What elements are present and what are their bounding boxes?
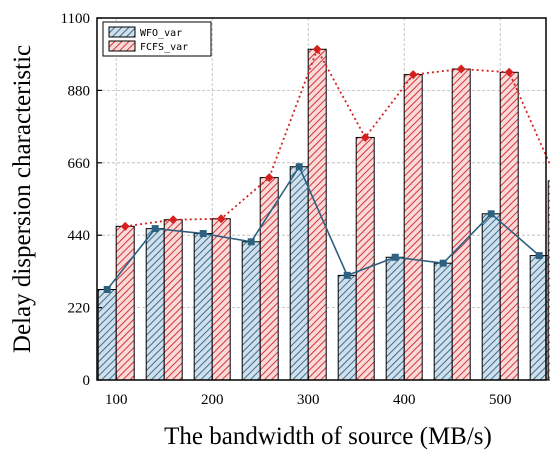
x-tick-label: 500 — [489, 392, 512, 408]
ticks: 0 220 440 660 880 1100 100 200 300 400 500 — [61, 11, 512, 408]
marker-WFO_var-200 — [199, 230, 207, 238]
y-tick-label: 880 — [68, 83, 91, 99]
x-tick-label: 400 — [393, 392, 416, 408]
marker-FCFS_var-350 — [360, 132, 370, 142]
marker-FCFS_var-300 — [312, 44, 322, 54]
series-line-FCFS_var — [125, 47, 550, 228]
bar-FCFS_var-100 — [115, 225, 135, 381]
y-tick-label: 0 — [83, 373, 91, 389]
y-axis-title: Delay dispersion characteristic — [9, 45, 36, 353]
bar-FCFS_var-200 — [211, 218, 231, 381]
marker-WFO_var-500 — [487, 210, 495, 218]
bar-FCFS_var-250 — [259, 177, 279, 381]
y-tick-label: 1100 — [61, 11, 90, 27]
bar-WFO_var-450 — [433, 262, 453, 381]
y-tick-label: 660 — [68, 156, 91, 172]
marker-WFO_var-150 — [151, 225, 159, 233]
bars — [97, 48, 550, 381]
bar-FCFS_var-500 — [499, 71, 519, 381]
bar-FCFS_var-550 — [547, 180, 550, 381]
marker-WFO_var-350 — [343, 271, 351, 279]
marker-FCFS_var-100 — [120, 221, 130, 231]
x-tick-label: 300 — [297, 392, 320, 408]
x-axis-title: The bandwidth of source (MB/s) — [164, 423, 492, 450]
bar-FCFS_var-350 — [355, 136, 375, 381]
marker-FCFS_var-250 — [264, 173, 274, 183]
legend-label-WFO_var: WFO_var — [140, 28, 182, 39]
bar-WFO_var-300 — [289, 166, 309, 381]
bar-FCFS_var-150 — [163, 219, 183, 381]
marker-WFO_var-450 — [439, 259, 447, 267]
marker-FCFS_var-150 — [168, 215, 178, 225]
bar-WFO_var-500 — [481, 213, 501, 381]
marker-FCFS_var-400 — [408, 70, 418, 80]
bar-WFO_var-200 — [193, 233, 213, 381]
bar-WFO_var-400 — [385, 256, 405, 381]
plot-frame — [96, 17, 547, 381]
marker-WFO_var-400 — [391, 253, 399, 261]
y-tick-label: 220 — [68, 301, 91, 317]
marker-FCFS_var-450 — [456, 64, 466, 74]
bar-FCFS_var-400 — [403, 74, 423, 381]
marker-WFO_var-550 — [535, 252, 543, 260]
y-tick-label: 440 — [68, 228, 91, 244]
legend: WFO_var FCFS_var — [102, 21, 212, 57]
legend-swatch-WFO_var — [108, 26, 136, 38]
bar-FCFS_var-300 — [307, 48, 327, 381]
bar-WFO_var-150 — [145, 228, 165, 381]
x-tick-label: 100 — [105, 392, 128, 408]
marker-FCFS_var-200 — [216, 214, 226, 224]
marker-WFO_var-300 — [295, 163, 303, 171]
bar-WFO_var-100 — [97, 289, 117, 381]
bar-FCFS_var-450 — [451, 68, 471, 381]
bar-WFO_var-250 — [241, 241, 261, 381]
legend-swatch-FCFS_var — [108, 40, 136, 52]
legend-label-FCFS_var: FCFS_var — [140, 42, 188, 53]
marker-WFO_var-250 — [247, 238, 255, 246]
series-lines — [103, 44, 550, 293]
series-line-WFO_var — [106, 165, 540, 290]
marker-WFO_var-100 — [103, 286, 111, 293]
bar-WFO_var-350 — [337, 274, 357, 381]
x-tick-label: 200 — [201, 392, 224, 408]
marker-FCFS_var-500 — [504, 67, 514, 77]
